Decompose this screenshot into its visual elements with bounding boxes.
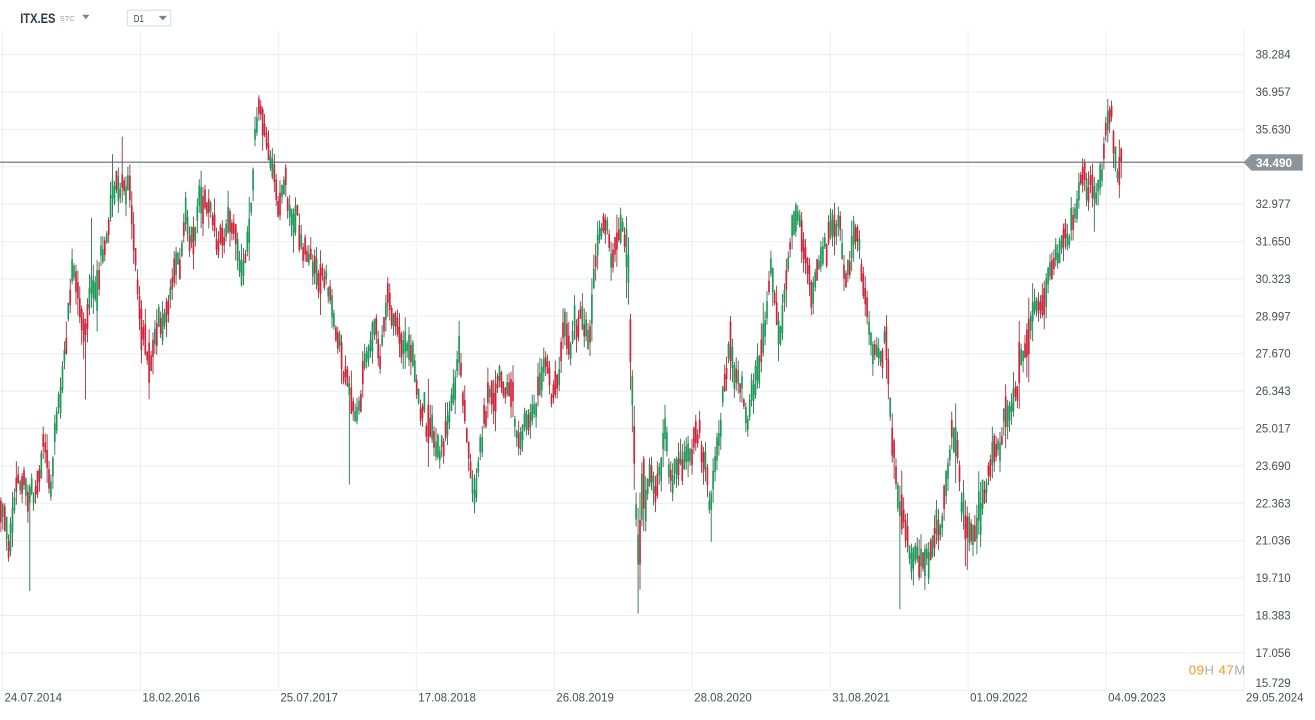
svg-text:09H 47M: 09H 47M	[1189, 663, 1246, 678]
svg-text:18.383: 18.383	[1256, 611, 1291, 623]
svg-text:ITX.ES: ITX.ES	[20, 11, 55, 26]
svg-text:35.630: 35.630	[1256, 124, 1291, 136]
svg-text:26.08.2019: 26.08.2019	[556, 693, 614, 705]
svg-text:18.02.2016: 18.02.2016	[142, 693, 200, 705]
svg-text:15.729: 15.729	[1256, 678, 1291, 690]
svg-text:30.323: 30.323	[1256, 274, 1291, 286]
svg-text:31.08.2021: 31.08.2021	[832, 693, 890, 705]
svg-text:29.05.2024: 29.05.2024	[1246, 693, 1304, 705]
svg-text:25.017: 25.017	[1256, 424, 1291, 436]
svg-text:36.957: 36.957	[1256, 87, 1291, 99]
svg-text:26.343: 26.343	[1256, 386, 1291, 398]
svg-text:25.07.2017: 25.07.2017	[280, 693, 338, 705]
svg-text:STC: STC	[60, 16, 75, 23]
svg-text:22.363: 22.363	[1256, 498, 1291, 510]
svg-text:28.08.2020: 28.08.2020	[694, 693, 752, 705]
svg-text:32.977: 32.977	[1256, 199, 1291, 211]
svg-text:34.490: 34.490	[1256, 156, 1293, 170]
svg-text:24.07.2014: 24.07.2014	[5, 693, 63, 705]
svg-text:28.997: 28.997	[1256, 311, 1291, 323]
svg-text:38.284: 38.284	[1256, 50, 1292, 62]
svg-text:19.710: 19.710	[1256, 573, 1291, 585]
svg-text:D1: D1	[134, 14, 144, 25]
svg-text:04.09.2023: 04.09.2023	[1108, 693, 1166, 705]
svg-text:23.690: 23.690	[1256, 461, 1291, 473]
svg-text:21.036: 21.036	[1256, 536, 1291, 548]
svg-text:17.056: 17.056	[1256, 648, 1291, 660]
svg-text:31.650: 31.650	[1256, 237, 1291, 249]
svg-text:17.08.2018: 17.08.2018	[418, 693, 476, 705]
svg-text:27.670: 27.670	[1256, 349, 1291, 361]
svg-text:01.09.2022: 01.09.2022	[970, 693, 1028, 705]
